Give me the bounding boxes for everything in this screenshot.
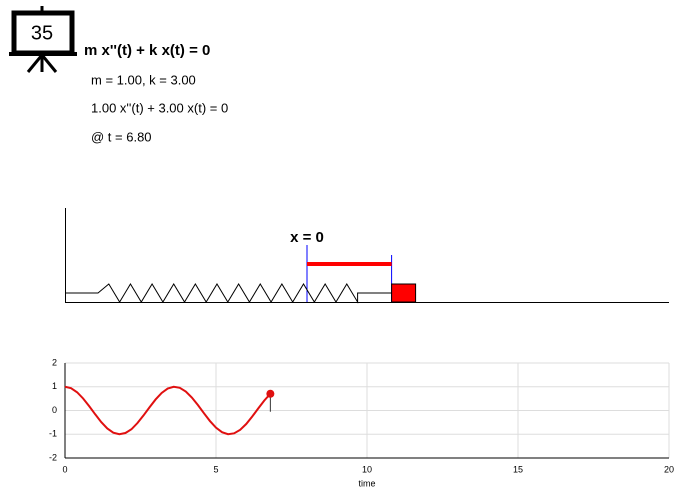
x-tick-label: 10 bbox=[362, 464, 372, 474]
equilibrium-label: x = 0 bbox=[290, 229, 324, 246]
mass-block bbox=[391, 283, 417, 303]
spring-diagram bbox=[65, 208, 669, 303]
icon-label: 35 bbox=[31, 22, 53, 44]
x-tick-label: 20 bbox=[664, 464, 674, 474]
equation: m x''(t) + k x(t) = 0 bbox=[84, 42, 210, 59]
x-tick-label: 0 bbox=[62, 464, 67, 474]
y-tick-label: -2 bbox=[49, 452, 57, 462]
time-label: @ t = 6.80 bbox=[91, 129, 152, 144]
instance: 1.00 x''(t) + 3.00 x(t) = 0 bbox=[91, 100, 228, 115]
y-tick-label: 0 bbox=[52, 405, 57, 415]
y-tick-label: -1 bbox=[49, 429, 57, 439]
current-point bbox=[266, 389, 275, 398]
x-tick-label: 15 bbox=[513, 464, 523, 474]
slide-icon bbox=[9, 6, 77, 73]
x-tick-label: 5 bbox=[213, 464, 218, 474]
y-tick-label: 1 bbox=[52, 381, 57, 391]
y-tick-label: 2 bbox=[52, 357, 57, 367]
params: m = 1.00, k = 3.00 bbox=[91, 72, 196, 87]
x-axis-label: time bbox=[358, 478, 375, 488]
series-line bbox=[64, 385, 272, 436]
spring bbox=[65, 283, 392, 304]
